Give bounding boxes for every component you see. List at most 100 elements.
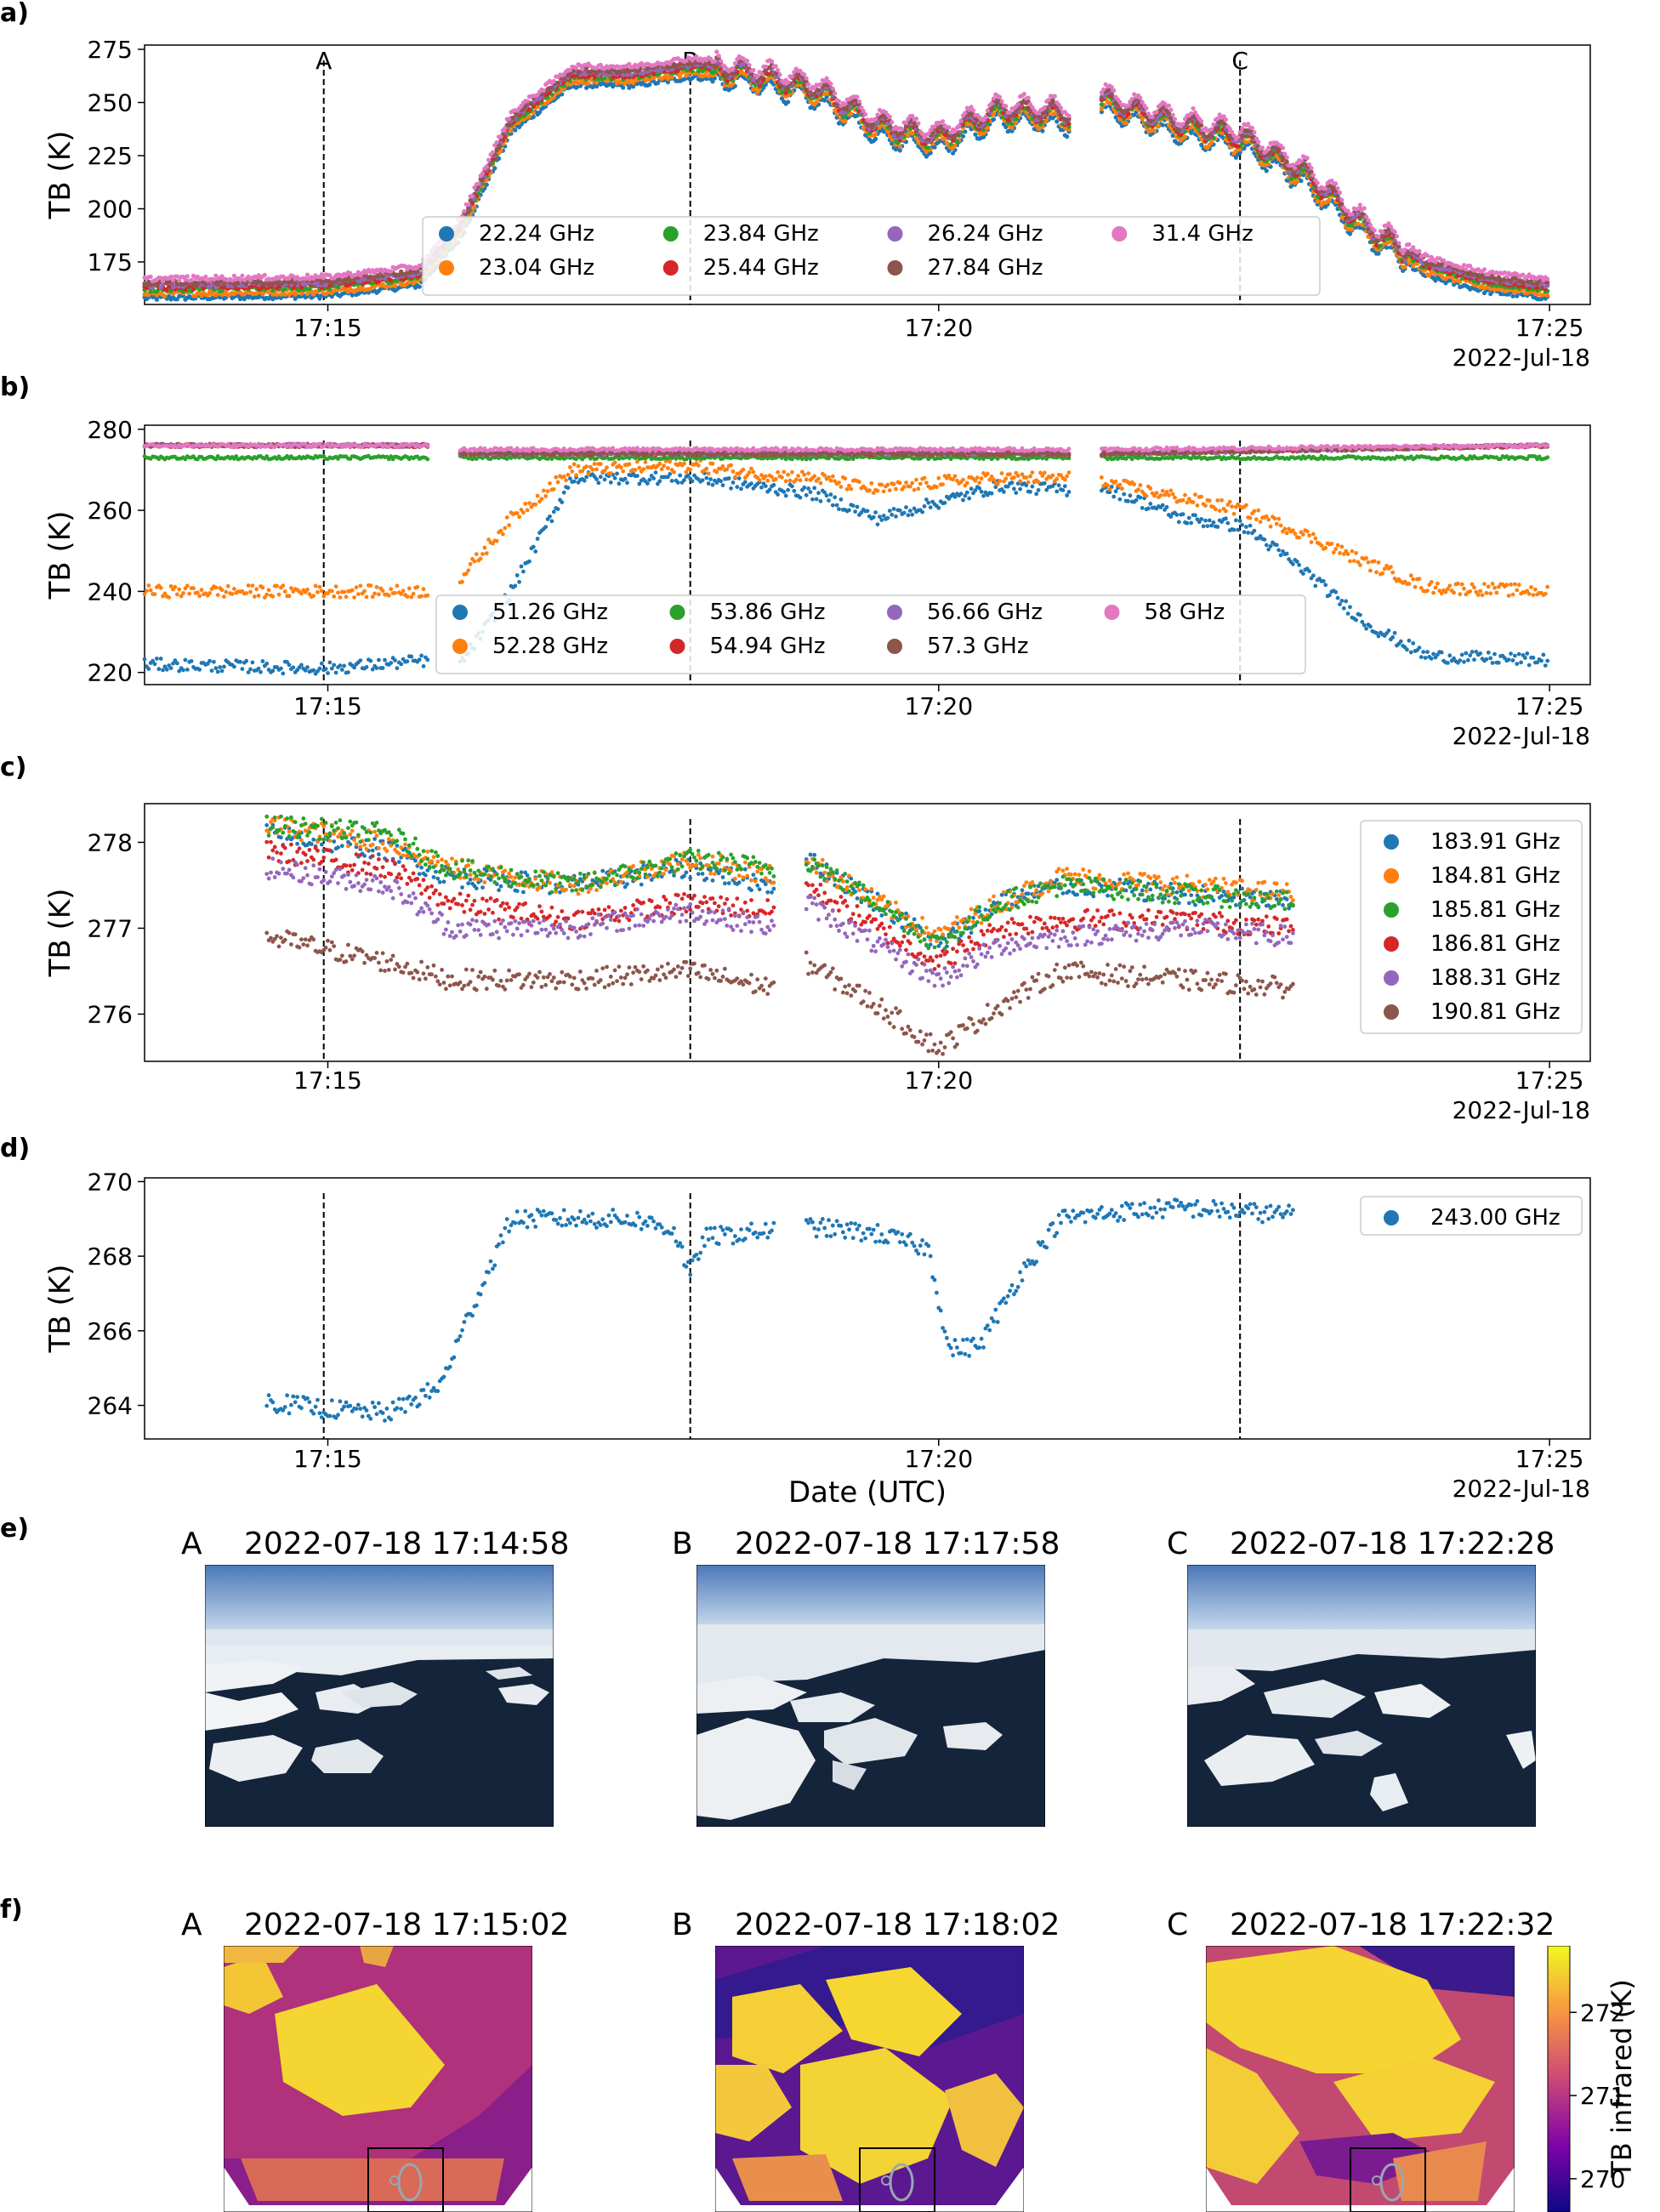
- data-point: [213, 666, 219, 671]
- data-point: [1066, 113, 1072, 118]
- data-point: [370, 281, 375, 286]
- data-point: [549, 519, 554, 524]
- data-point: [526, 114, 532, 119]
- data-point: [1125, 103, 1131, 108]
- data-point: [1011, 111, 1016, 117]
- data-point: [571, 479, 577, 484]
- data-point: [405, 281, 410, 286]
- data-point: [1150, 115, 1155, 120]
- data-point: [849, 111, 854, 117]
- data-point: [969, 105, 974, 110]
- data-point: [1402, 258, 1407, 264]
- data-point: [154, 297, 159, 302]
- legend-marker: [887, 226, 903, 242]
- data-point: [906, 133, 911, 138]
- data-point: [1366, 218, 1371, 223]
- y-tick-label: 260: [88, 497, 133, 525]
- data-point: [1335, 193, 1340, 198]
- event-marker-label: A: [316, 47, 332, 75]
- data-point: [533, 549, 538, 554]
- y-axis-label: TB (K): [43, 131, 77, 220]
- data-point: [952, 128, 958, 134]
- data-point: [702, 73, 708, 78]
- data-point: [1417, 248, 1422, 253]
- data-point: [991, 96, 997, 101]
- event-marker-label: C: [1231, 47, 1248, 75]
- data-point: [1065, 134, 1070, 139]
- data-point: [549, 85, 554, 90]
- data-point: [185, 274, 190, 279]
- data-point: [1199, 119, 1204, 124]
- data-point: [152, 662, 157, 667]
- data-point: [262, 281, 267, 287]
- data-point: [513, 128, 518, 133]
- data-point: [148, 274, 153, 280]
- data-point: [957, 123, 962, 128]
- data-point: [498, 134, 503, 139]
- y-tick-label: 175: [88, 248, 133, 276]
- data-point: [928, 128, 933, 133]
- data-point: [342, 663, 346, 668]
- data-point: [480, 177, 486, 182]
- data-point: [225, 283, 230, 288]
- data-point: [219, 668, 225, 674]
- data-point: [1201, 131, 1206, 136]
- data-point: [1189, 111, 1194, 117]
- data-point: [1284, 155, 1289, 160]
- data-point: [1398, 247, 1403, 253]
- data-point: [932, 145, 937, 150]
- data-point: [887, 114, 892, 120]
- data-point: [303, 668, 308, 673]
- data-point: [155, 657, 159, 661]
- data-point: [250, 660, 255, 665]
- data-point: [1364, 214, 1369, 219]
- data-point: [352, 665, 356, 670]
- data-point: [1510, 293, 1515, 299]
- data-point: [1213, 126, 1218, 131]
- data-point: [514, 573, 520, 577]
- data-point: [812, 91, 817, 96]
- data-point: [1402, 264, 1407, 270]
- data-point: [792, 70, 797, 75]
- data-point: [567, 85, 573, 90]
- data-point: [237, 277, 243, 282]
- data-point: [1357, 202, 1362, 208]
- data-point: [323, 667, 328, 671]
- data-point: [1052, 94, 1057, 99]
- data-point: [822, 98, 827, 103]
- x-date-label: 2022-Jul-18: [1452, 722, 1590, 748]
- data-point: [183, 277, 188, 282]
- data-point: [1170, 112, 1175, 117]
- data-point: [399, 662, 404, 667]
- data-point: [1254, 136, 1259, 141]
- data-point: [222, 664, 226, 669]
- data-point: [759, 75, 765, 80]
- data-point: [1521, 272, 1526, 277]
- data-point: [690, 62, 695, 67]
- data-point: [162, 664, 168, 669]
- data-point: [238, 659, 242, 664]
- panel-b-label: b): [0, 372, 31, 402]
- data-point: [900, 131, 905, 136]
- data-point: [1009, 125, 1015, 131]
- data-point: [586, 81, 591, 86]
- data-point: [1231, 133, 1236, 139]
- data-point: [804, 76, 809, 81]
- data-point: [983, 114, 988, 120]
- data-point: [279, 666, 283, 671]
- data-point: [1237, 129, 1242, 135]
- data-point: [377, 657, 381, 662]
- data-point: [1180, 122, 1185, 127]
- data-point: [580, 80, 585, 85]
- data-point: [1003, 104, 1009, 109]
- data-point: [1179, 132, 1184, 137]
- data-point: [189, 659, 194, 663]
- data-point: [1350, 227, 1355, 232]
- data-point: [1502, 270, 1507, 276]
- data-point: [1166, 103, 1171, 108]
- x-tick-label: 17:25: [1515, 314, 1584, 342]
- data-point: [719, 59, 724, 64]
- data-point: [548, 514, 552, 519]
- data-point: [580, 66, 585, 71]
- data-point: [333, 670, 338, 675]
